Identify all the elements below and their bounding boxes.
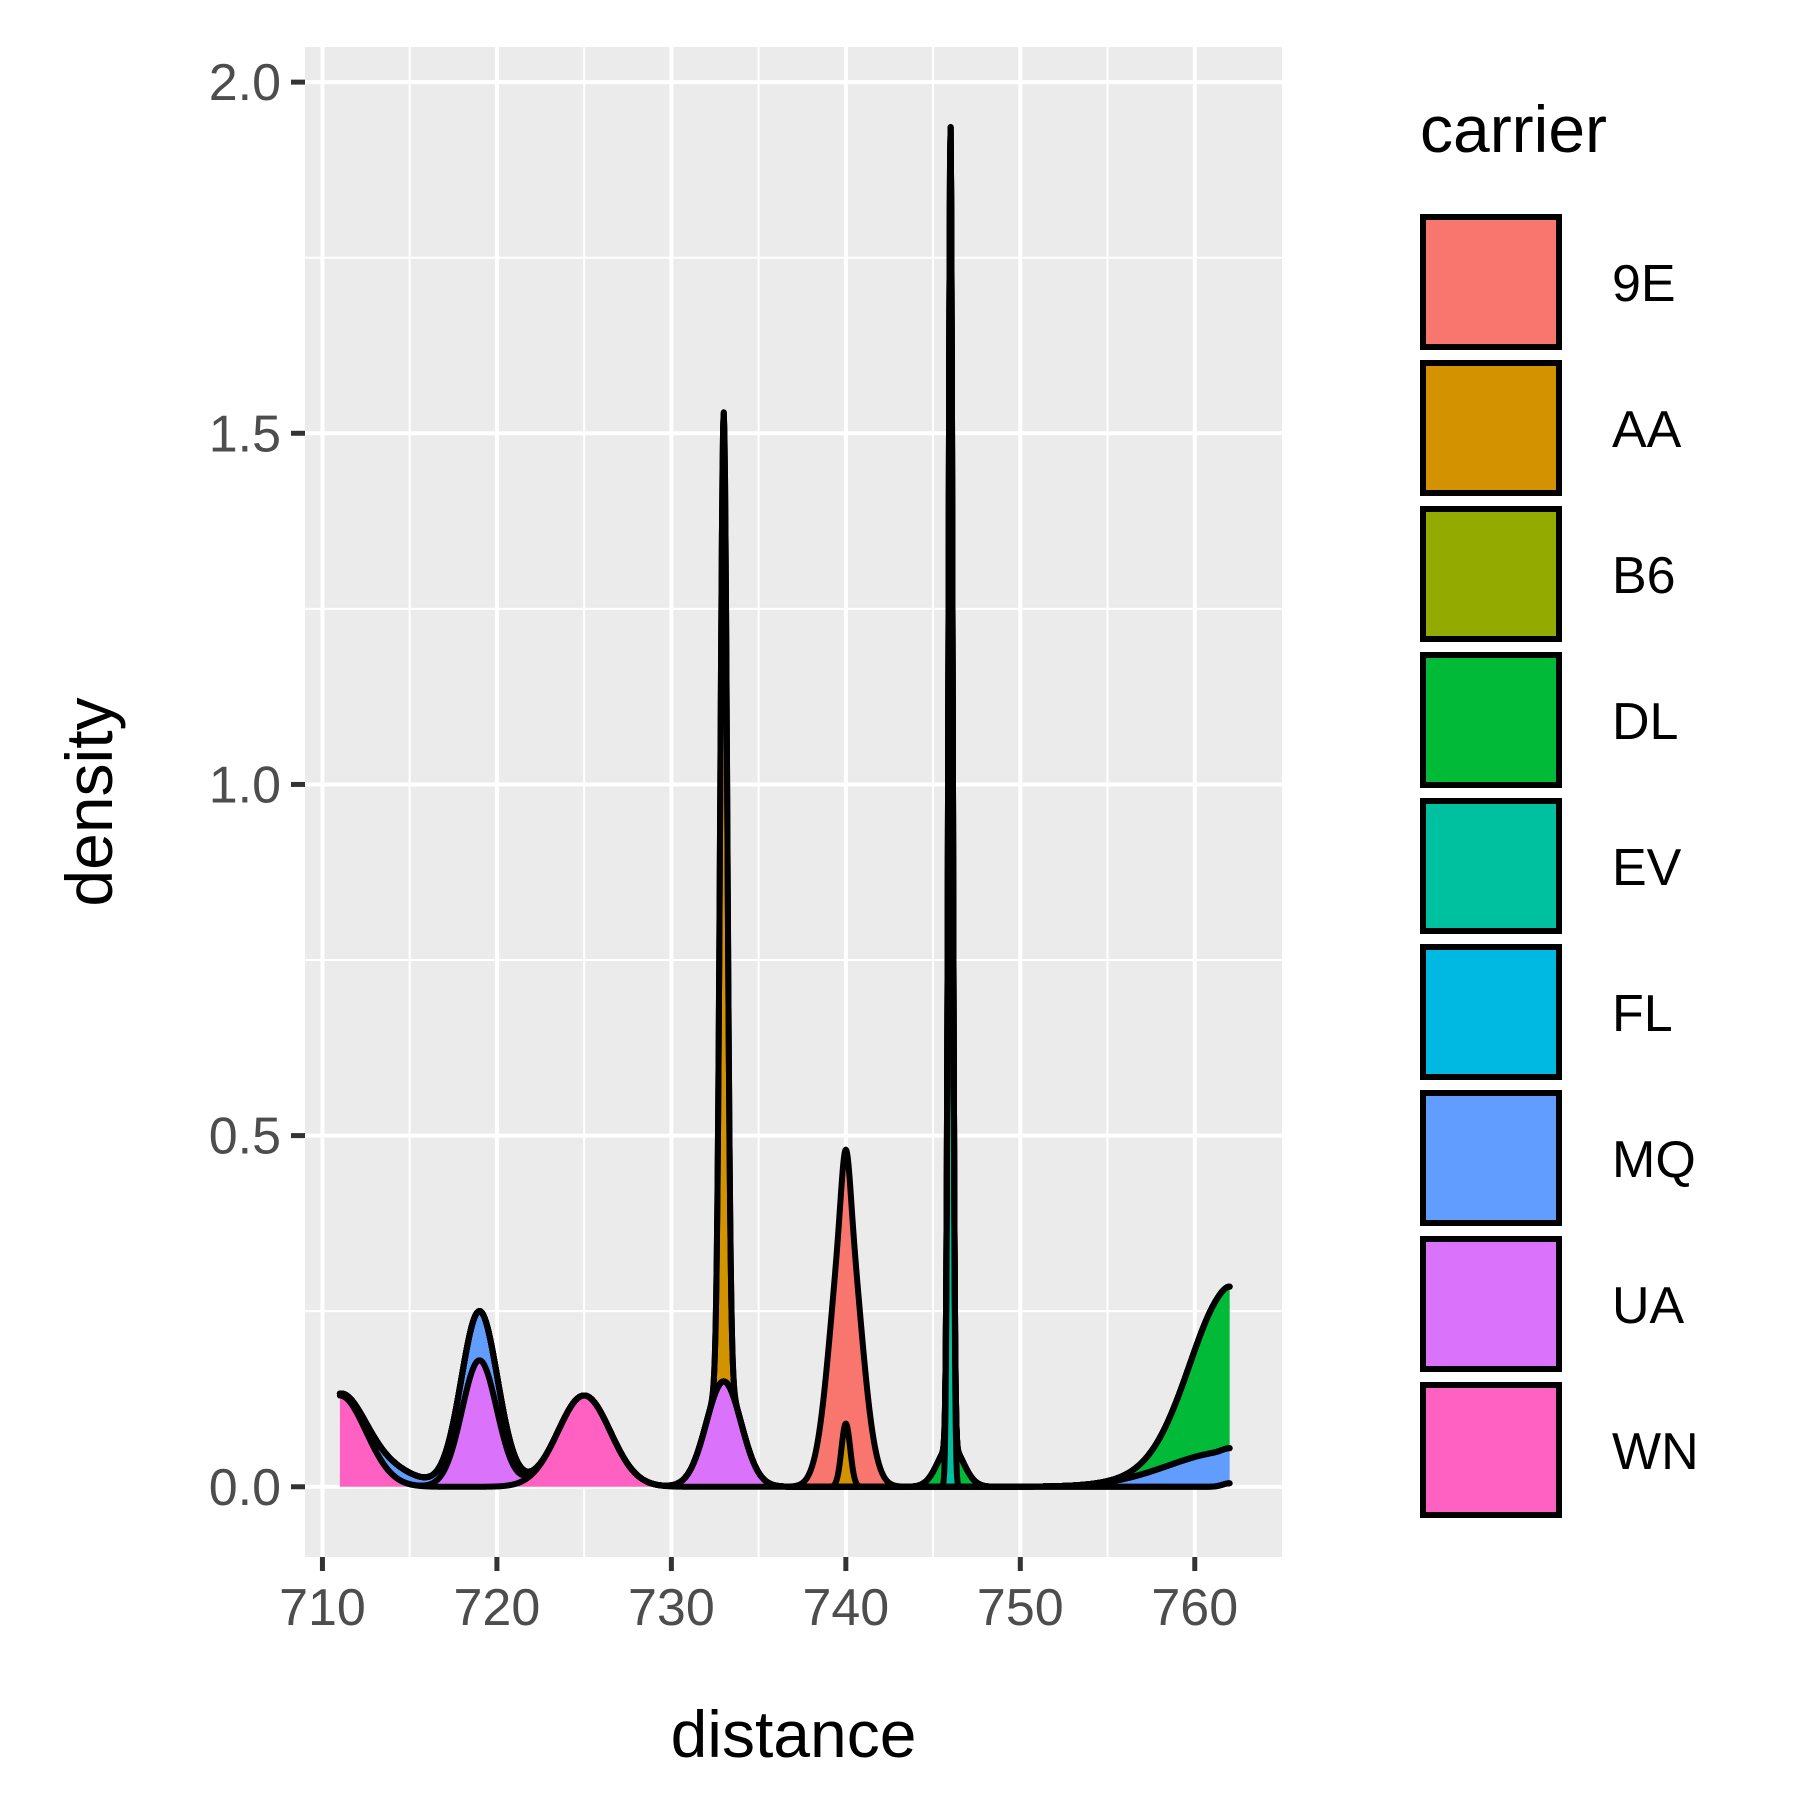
legend-label-WN: WN <box>1612 1423 1699 1481</box>
legend-key-FL <box>1420 944 1562 1080</box>
x-tick-label: 740 <box>802 1579 889 1637</box>
legend-key-B6 <box>1420 506 1562 642</box>
legend-label-AA: AA <box>1612 401 1682 459</box>
y-axis: 0.0 0.5 1.0 1.5 2.0 <box>209 54 305 1517</box>
x-tick-label: 750 <box>977 1579 1064 1637</box>
legend-key-DL <box>1420 652 1562 788</box>
y-axis-title: density <box>52 697 126 906</box>
y-tick-label: 1.0 <box>209 756 281 814</box>
legend-key-MQ <box>1420 1090 1562 1226</box>
legend-key-AA <box>1420 360 1562 496</box>
legend-key-WN <box>1420 1382 1562 1518</box>
y-tick-label: 0.5 <box>209 1108 281 1166</box>
x-tick-label: 710 <box>279 1579 366 1637</box>
legend: carrier 9E AA B6 DL EV FL MQ UA WN <box>1420 92 1699 1518</box>
legend-key-EV <box>1420 798 1562 934</box>
plot-panel <box>305 47 1282 1557</box>
legend-label-UA: UA <box>1612 1277 1685 1335</box>
y-tick-label: 2.0 <box>209 54 281 112</box>
legend-label-9E: 9E <box>1612 255 1676 313</box>
legend-label-B6: B6 <box>1612 547 1676 605</box>
x-axis: 710 720 730 740 750 760 <box>279 1557 1238 1637</box>
y-tick-label: 0.0 <box>209 1459 281 1517</box>
legend-title: carrier <box>1420 92 1607 166</box>
x-tick-label: 720 <box>454 1579 541 1637</box>
legend-label-DL: DL <box>1612 693 1678 751</box>
legend-label-FL: FL <box>1612 985 1673 1043</box>
density-outline-9E <box>336 124 1233 1490</box>
legend-label-EV: EV <box>1612 839 1682 897</box>
legend-key-9E <box>1420 214 1562 350</box>
legend-key-UA <box>1420 1236 1562 1372</box>
legend-label-MQ: MQ <box>1612 1131 1696 1189</box>
stacked-density-areas <box>336 124 1233 1490</box>
y-tick-label: 1.5 <box>209 405 281 463</box>
density-area-WN <box>339 1395 1230 1487</box>
minor-gridlines <box>305 47 1282 1557</box>
x-tick-label: 730 <box>628 1579 715 1637</box>
x-tick-label: 760 <box>1151 1579 1238 1637</box>
x-axis-title: distance <box>671 1697 917 1771</box>
